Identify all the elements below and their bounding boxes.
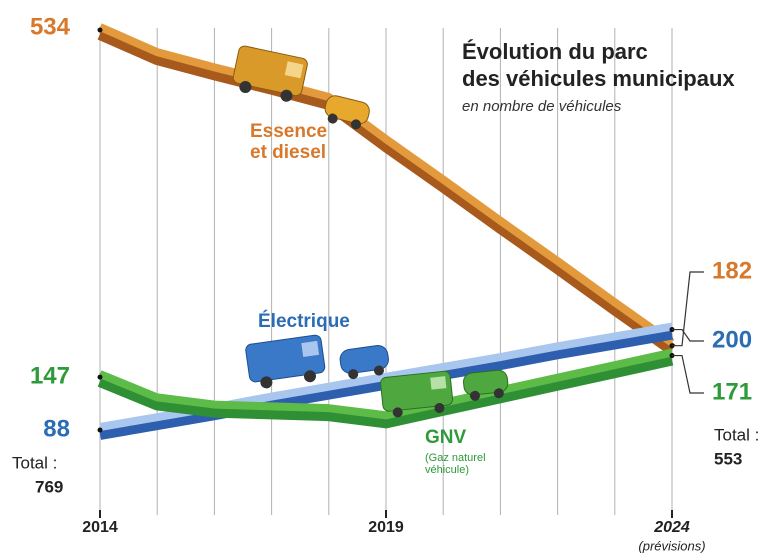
end-dot	[98, 28, 103, 33]
value-label: 200	[712, 326, 752, 353]
chart-title: Évolution du parc	[462, 39, 648, 64]
chart-title: des véhicules municipaux	[462, 66, 735, 91]
infographic: Évolution du parc des véhicules municipa…	[0, 0, 771, 555]
value-label: 182	[712, 257, 752, 284]
x-note: (prévisions)	[638, 538, 705, 553]
series-label: Essence et diesel	[250, 122, 342, 164]
end-dot	[98, 428, 103, 433]
end-dot	[98, 375, 103, 380]
total-value: 769	[35, 477, 63, 496]
value-label: 171	[712, 378, 752, 405]
chart: Évolution du parc des véhicules municipa…	[0, 0, 771, 555]
total-label: Total :	[12, 453, 57, 472]
series-label: Électrique	[258, 312, 350, 333]
leader-line	[672, 272, 704, 346]
leader-line	[672, 330, 704, 341]
series-note: (Gaz naturel véhicule)	[425, 452, 507, 476]
x-tick-label: 2019	[368, 519, 404, 536]
leader-line	[672, 356, 704, 393]
total-value: 553	[714, 449, 742, 468]
total-label: Total :	[714, 425, 759, 444]
value-label: 147	[30, 362, 70, 389]
series-label: GNV	[425, 428, 466, 449]
x-tick-label: 2014	[82, 519, 118, 536]
chart-subtitle: en nombre de véhicules	[462, 98, 622, 115]
x-tick-label: 2024	[653, 519, 690, 536]
value-label: 88	[43, 415, 70, 442]
value-label: 534	[30, 13, 71, 40]
